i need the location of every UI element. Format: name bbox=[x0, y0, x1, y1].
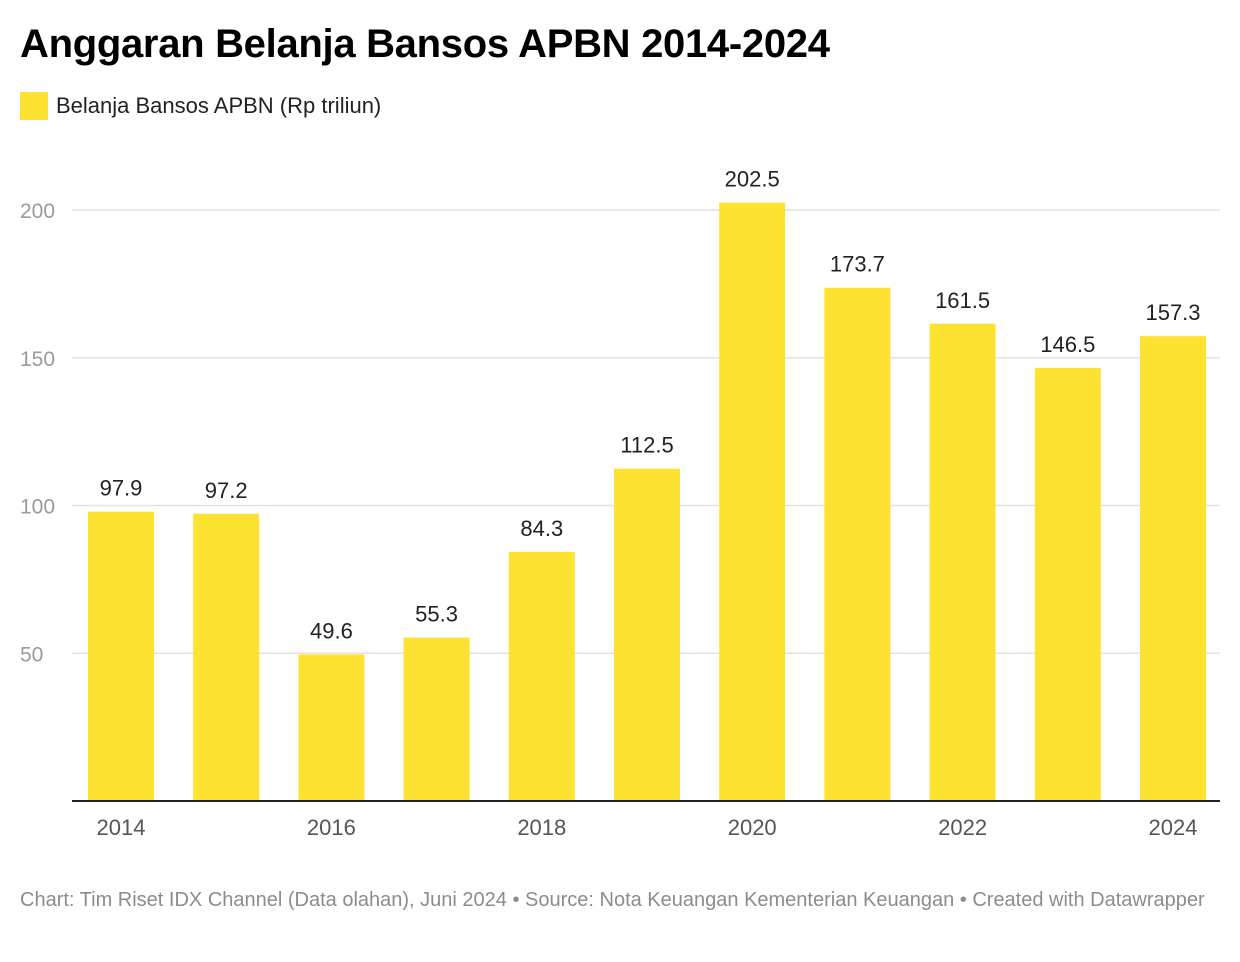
y-tick-label: 50 bbox=[20, 643, 43, 666]
bar bbox=[719, 202, 786, 802]
y-tick-label: 100 bbox=[20, 496, 55, 519]
x-tick-label: 2014 bbox=[97, 815, 146, 840]
bar-value-label: 49.6 bbox=[310, 618, 353, 643]
x-tick-label: 2020 bbox=[728, 815, 777, 840]
bar bbox=[929, 323, 996, 801]
bar bbox=[298, 654, 365, 801]
bar bbox=[508, 551, 575, 801]
bar-value-label: 202.5 bbox=[725, 167, 780, 192]
x-tick-label: 2016 bbox=[307, 815, 356, 840]
bar-value-label: 55.3 bbox=[415, 602, 458, 627]
bar-value-label: 97.9 bbox=[100, 476, 143, 501]
legend: Belanja Bansos APBN (Rp triliun) bbox=[20, 92, 381, 120]
bar-chart: 50 100 150 200 97.9 2014 97.2 49.6 2016 55.3 84.3 2… bbox=[20, 167, 1220, 840]
bar bbox=[88, 511, 154, 801]
x-tick-label: 2022 bbox=[938, 815, 987, 840]
legend-swatch bbox=[20, 92, 48, 120]
bar-value-label: 161.5 bbox=[935, 288, 990, 313]
bar bbox=[614, 468, 680, 801]
x-tick-label: 2024 bbox=[1149, 815, 1198, 840]
chart-footer: Chart: Tim Riset IDX Channel (Data olaha… bbox=[20, 889, 1205, 911]
bar bbox=[1140, 336, 1206, 801]
chart-title: Anggaran Belanja Bansos APBN 2014-2024 bbox=[20, 22, 830, 66]
bar bbox=[824, 287, 891, 801]
y-tick-label: 150 bbox=[20, 348, 55, 371]
y-tick-label: 200 bbox=[20, 200, 55, 223]
bar-value-label: 157.3 bbox=[1145, 300, 1200, 325]
bar-value-label: 84.3 bbox=[520, 516, 563, 541]
bar-value-label: 112.5 bbox=[620, 433, 673, 458]
bar bbox=[403, 637, 470, 801]
legend-label: Belanja Bansos APBN (Rp triliun) bbox=[56, 93, 382, 118]
bar-value-label: 146.5 bbox=[1040, 332, 1095, 357]
bar-value-label: 97.2 bbox=[205, 478, 248, 503]
x-tick-label: 2018 bbox=[517, 815, 566, 840]
bar bbox=[1034, 368, 1101, 801]
bar-value-label: 173.7 bbox=[830, 252, 885, 277]
bar bbox=[193, 513, 260, 801]
